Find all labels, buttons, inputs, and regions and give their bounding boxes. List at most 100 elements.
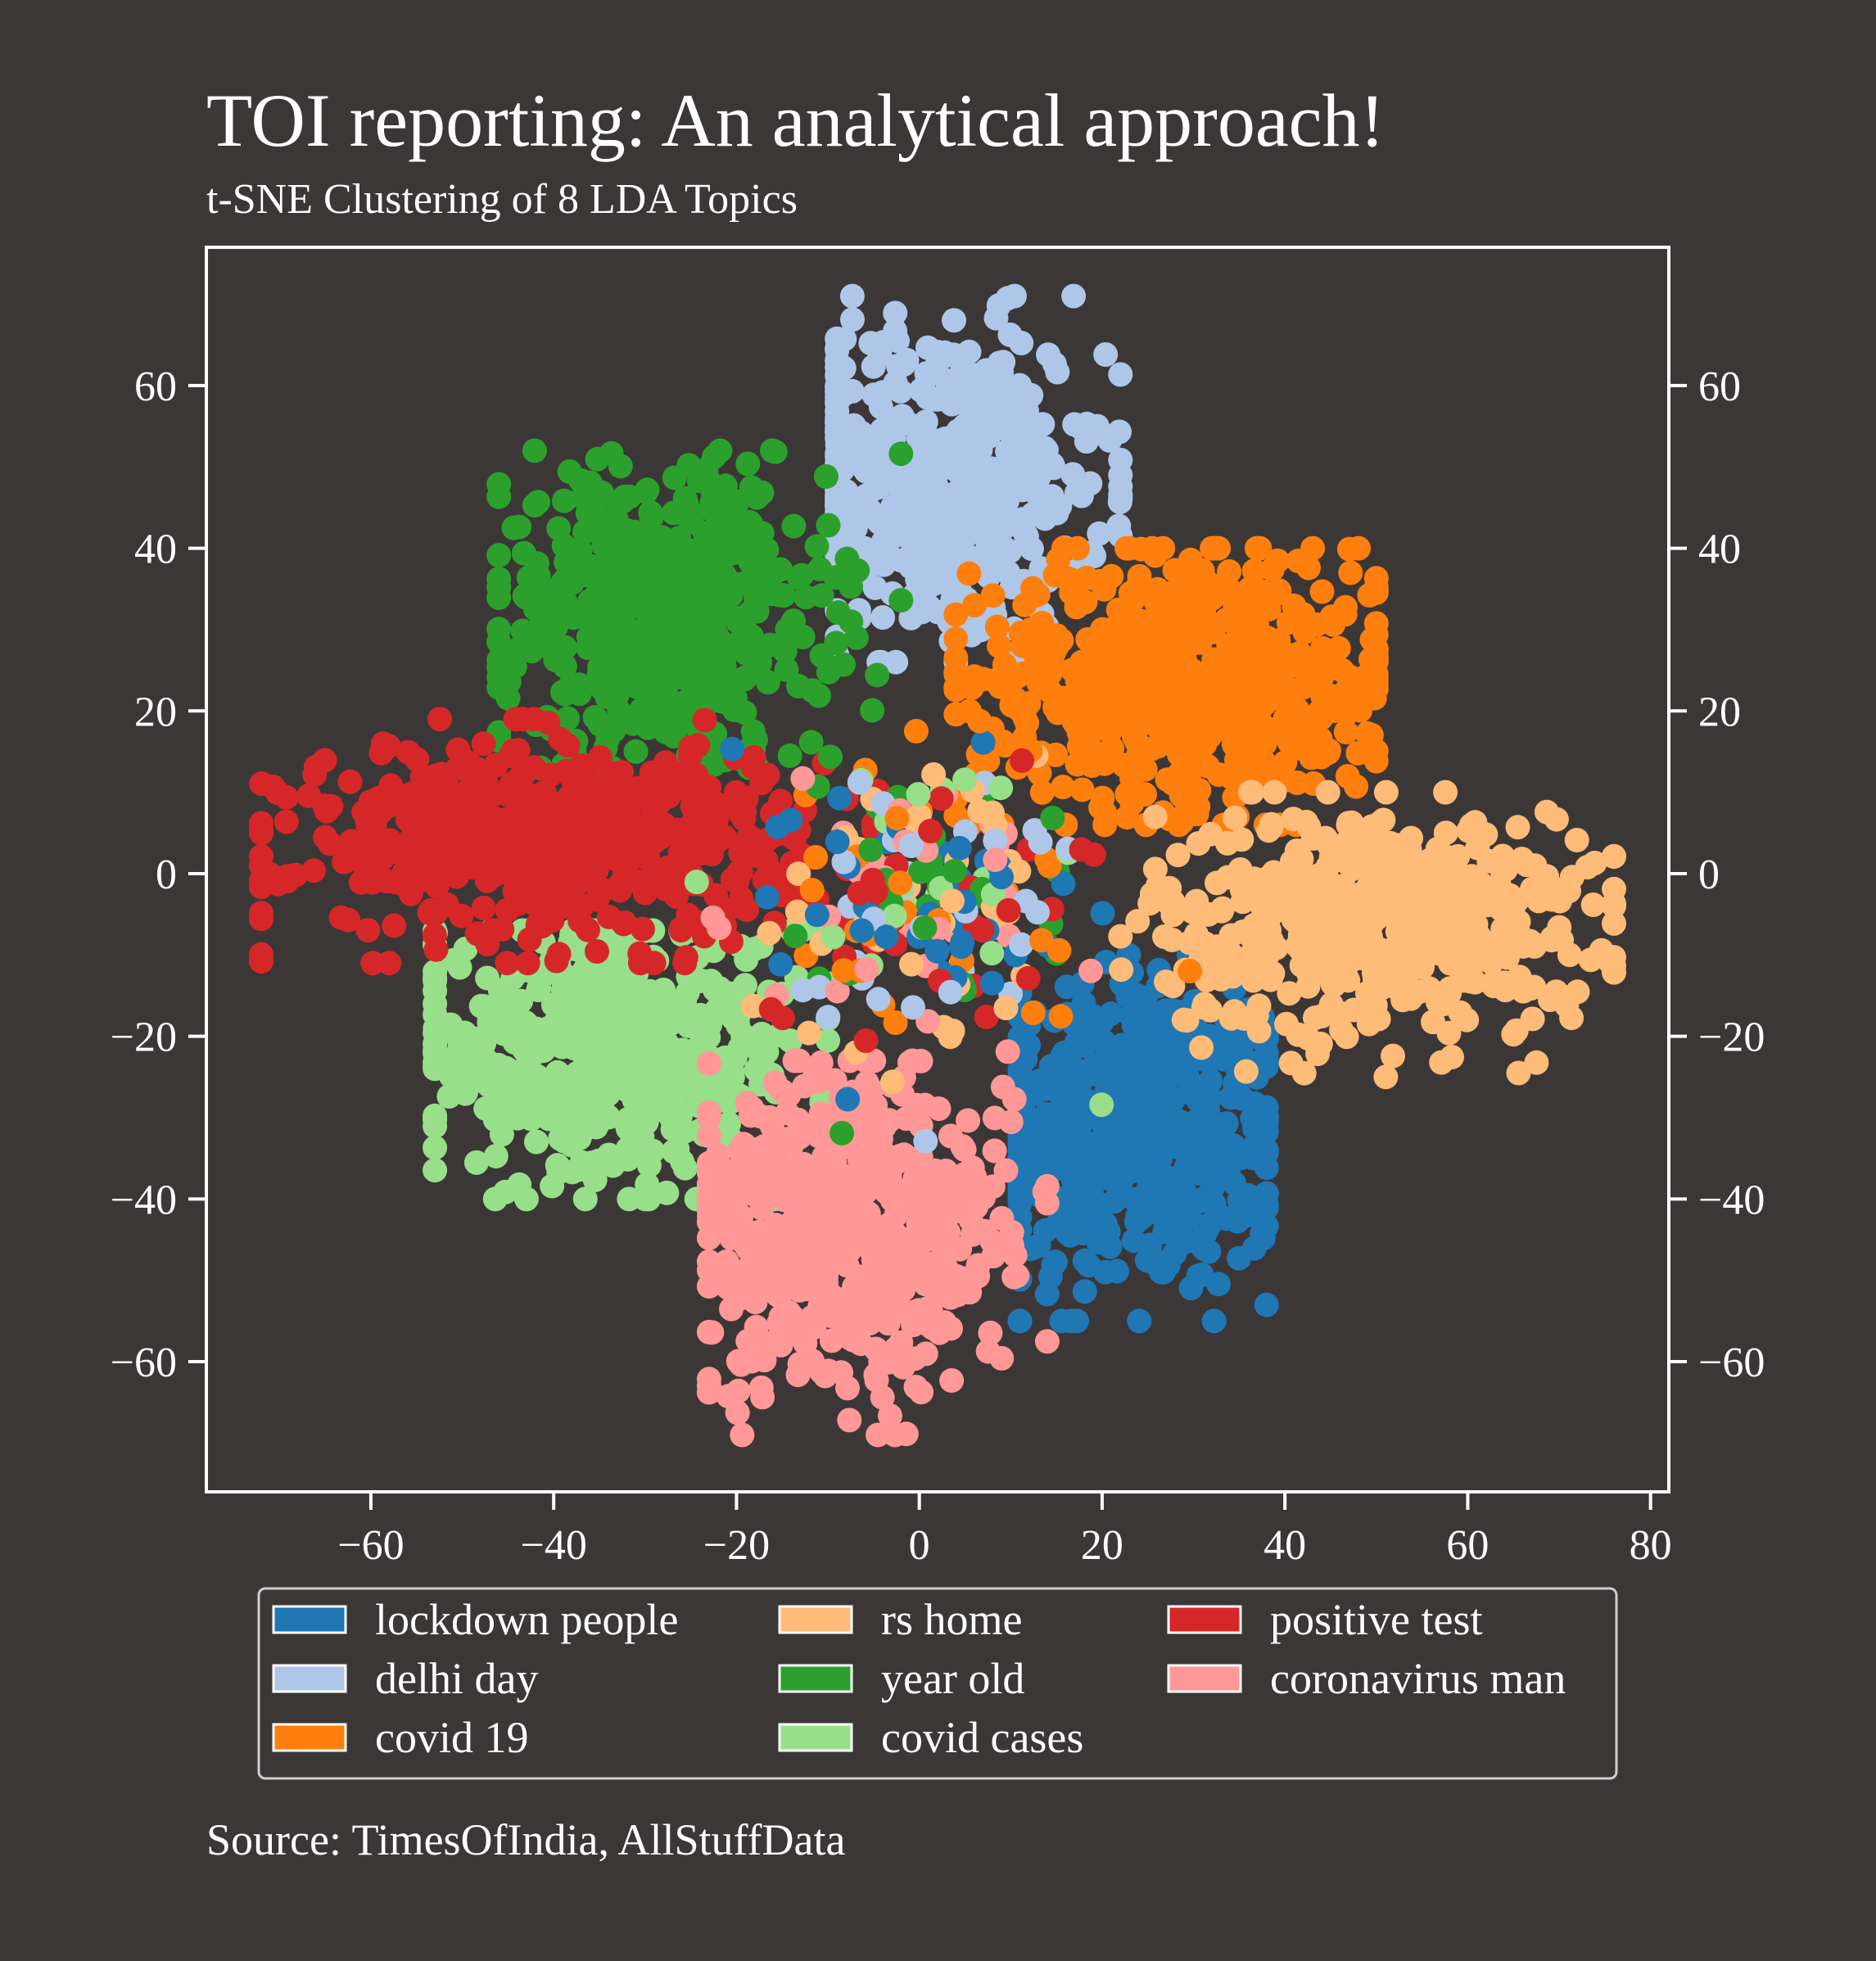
scatter-point bbox=[567, 1010, 592, 1036]
scatter-point bbox=[1150, 1073, 1175, 1099]
scatter-point bbox=[882, 903, 907, 929]
scatter-point bbox=[596, 904, 622, 929]
scatter-point bbox=[522, 438, 547, 463]
scatter-point bbox=[1037, 679, 1063, 704]
scatter-point bbox=[1087, 568, 1112, 594]
scatter-point bbox=[617, 816, 642, 842]
scatter-point bbox=[382, 913, 407, 938]
scatter-point bbox=[585, 446, 610, 472]
legend-item-covid-cases: covid cases bbox=[778, 1713, 1083, 1762]
scatter-point bbox=[734, 785, 759, 811]
scatter-point bbox=[514, 1071, 540, 1096]
scatter-point bbox=[649, 525, 675, 550]
scatter-point bbox=[486, 648, 512, 673]
scatter-point bbox=[819, 1304, 844, 1329]
scatter-point bbox=[1229, 827, 1254, 852]
scatter-point bbox=[1070, 1025, 1096, 1051]
scatter-point bbox=[1060, 567, 1085, 593]
scatter-point bbox=[638, 639, 663, 665]
scatter-point bbox=[866, 1422, 891, 1448]
scatter-point bbox=[1121, 678, 1146, 703]
scatter-point bbox=[993, 1158, 1019, 1183]
scatter-point bbox=[445, 737, 471, 762]
scatter-point bbox=[743, 1290, 768, 1315]
scatter-point bbox=[1135, 1159, 1160, 1185]
scatter-point bbox=[970, 730, 996, 755]
scatter-point bbox=[337, 769, 363, 794]
scatter-point bbox=[908, 859, 933, 884]
scatter-point bbox=[803, 845, 829, 870]
scatter-point bbox=[463, 1150, 489, 1175]
scatter-point bbox=[550, 680, 576, 705]
scatter-point bbox=[1140, 535, 1165, 561]
scatter-point bbox=[483, 752, 509, 778]
scatter-point bbox=[1020, 1001, 1046, 1025]
scatter-point bbox=[1176, 623, 1200, 648]
scatter-point bbox=[897, 1227, 922, 1252]
scatter-point bbox=[1313, 958, 1338, 983]
scatter-point bbox=[1433, 779, 1458, 805]
scatter-point bbox=[507, 514, 532, 540]
scatter-point bbox=[825, 399, 850, 424]
scatter-point bbox=[1024, 1113, 1049, 1138]
scatter-point bbox=[843, 1168, 868, 1194]
scatter-point bbox=[911, 480, 936, 505]
scatter-point bbox=[1073, 590, 1098, 615]
scatter-point bbox=[1038, 1130, 1064, 1155]
scatter-point bbox=[1132, 1140, 1157, 1165]
scatter-point bbox=[983, 390, 1009, 415]
scatter-point bbox=[819, 1328, 844, 1353]
scatter-point bbox=[839, 609, 864, 635]
scatter-point bbox=[1007, 1060, 1033, 1085]
series-mixed-center bbox=[684, 708, 1203, 1154]
scatter-point bbox=[1141, 1019, 1166, 1044]
scatter-point bbox=[617, 1186, 642, 1212]
scatter-point bbox=[471, 895, 496, 920]
scatter-point bbox=[1541, 880, 1566, 906]
scatter-point bbox=[1091, 1028, 1116, 1054]
scatter-point bbox=[938, 979, 963, 1005]
scatter-point bbox=[355, 918, 381, 943]
scatter-point bbox=[1582, 851, 1607, 875]
scatter-point bbox=[702, 445, 726, 469]
scatter-point bbox=[783, 924, 808, 949]
scatter-point bbox=[1602, 910, 1626, 936]
scatter-point bbox=[591, 533, 617, 558]
scatter-point bbox=[990, 1074, 1015, 1100]
scatter-point bbox=[579, 1089, 604, 1114]
y-tick-label-right: −20 bbox=[1698, 1014, 1765, 1061]
scatter-point bbox=[827, 785, 852, 811]
scatter-point bbox=[1173, 716, 1198, 741]
scatter-point bbox=[849, 918, 875, 943]
scatter-point bbox=[1564, 828, 1589, 852]
series-lockdown-people bbox=[1007, 942, 1279, 1334]
scatter-point bbox=[582, 1153, 608, 1178]
scatter-point bbox=[696, 1105, 721, 1130]
scatter-point bbox=[725, 606, 750, 631]
scatter-point bbox=[748, 1225, 774, 1250]
scatter-point bbox=[572, 865, 597, 891]
scatter-point bbox=[1089, 1064, 1114, 1089]
scatter-point bbox=[522, 1022, 547, 1047]
scatter-point bbox=[825, 829, 850, 855]
scatter-point bbox=[1178, 547, 1203, 572]
scatter-point bbox=[1343, 676, 1368, 702]
scatter-point bbox=[1433, 820, 1458, 846]
scatter-point bbox=[1520, 876, 1544, 901]
scatter-point bbox=[1080, 645, 1105, 671]
scatter-point bbox=[913, 1128, 938, 1154]
scatter-point bbox=[943, 626, 969, 652]
scatter-point bbox=[604, 999, 630, 1024]
scatter-point bbox=[696, 1274, 721, 1299]
scatter-point bbox=[1359, 814, 1385, 839]
scatter-point bbox=[765, 815, 790, 839]
scatter-point bbox=[790, 766, 816, 791]
scatter-point bbox=[548, 726, 573, 752]
scatter-point bbox=[1017, 617, 1042, 643]
scatter-point bbox=[1196, 1239, 1222, 1264]
scatter-point bbox=[901, 995, 925, 1020]
scatter-point bbox=[825, 419, 850, 445]
scatter-point bbox=[1299, 745, 1324, 770]
scatter-point bbox=[507, 1172, 532, 1197]
